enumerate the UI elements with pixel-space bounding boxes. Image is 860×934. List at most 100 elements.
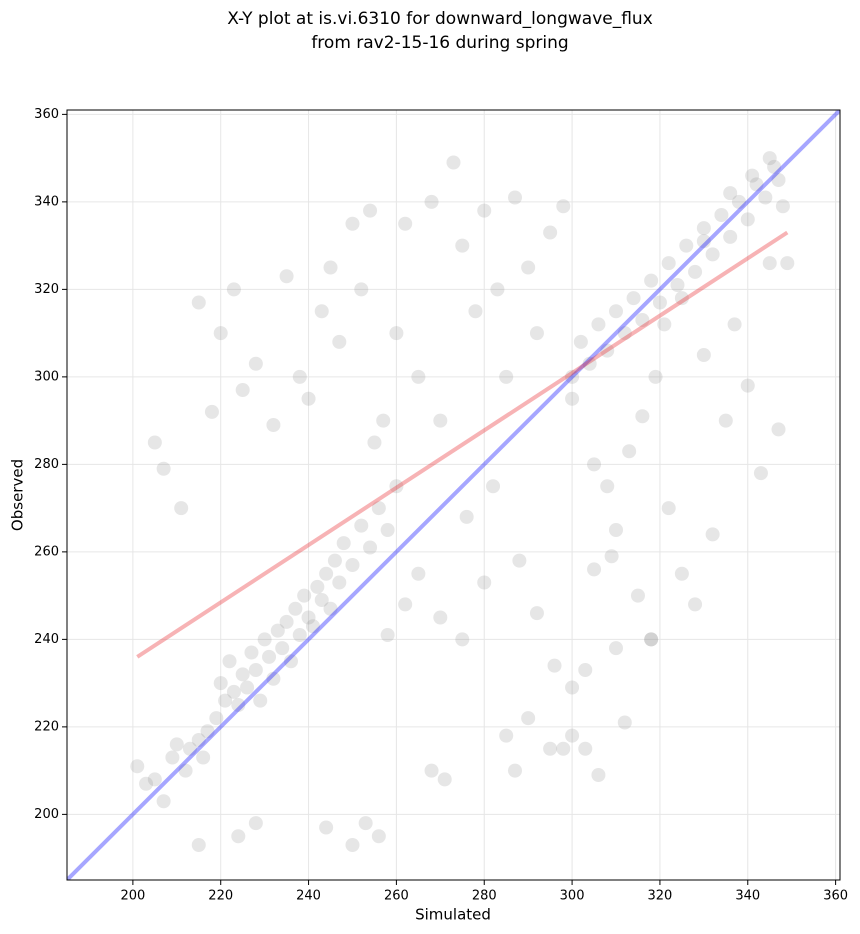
point (191, 295, 206, 310)
point (279, 614, 294, 629)
point (674, 291, 689, 306)
point (648, 369, 663, 384)
y-tick-label: 340 (34, 194, 59, 209)
point (740, 212, 755, 227)
point (635, 409, 650, 424)
point (582, 356, 597, 371)
point (609, 304, 624, 319)
fit-line (67, 110, 840, 880)
point (758, 190, 773, 205)
point (248, 356, 263, 371)
point (688, 597, 703, 612)
y-axis-label: Observed (9, 459, 27, 531)
point (529, 326, 544, 341)
point (679, 238, 694, 253)
point (591, 317, 606, 332)
point (529, 606, 544, 621)
point (745, 168, 760, 183)
point (565, 680, 580, 695)
point (705, 247, 720, 262)
point (705, 527, 720, 542)
point (740, 378, 755, 393)
point (319, 566, 334, 581)
point (336, 536, 351, 551)
x-tick-label: 320 (648, 889, 673, 904)
chart-title: X-Y plot at is.vi.6310 for downward_long… (227, 9, 653, 29)
point (507, 190, 522, 205)
point (727, 317, 742, 332)
point (753, 466, 768, 481)
point (354, 518, 369, 533)
point (380, 628, 395, 642)
point (323, 601, 338, 616)
y-tick-label: 240 (34, 632, 59, 647)
x-tick-label: 360 (823, 889, 848, 904)
point (139, 776, 154, 791)
point (547, 658, 562, 673)
point (543, 225, 558, 240)
point (424, 763, 439, 778)
point (191, 838, 206, 852)
point (455, 632, 470, 647)
point (253, 693, 268, 708)
point (305, 619, 320, 634)
point (644, 632, 659, 647)
x-tick-label: 240 (296, 889, 321, 904)
point (714, 208, 729, 222)
point (240, 680, 255, 695)
x-tick-label: 340 (735, 889, 760, 904)
point (477, 203, 492, 218)
point (358, 816, 373, 831)
point (543, 741, 558, 756)
point (332, 334, 347, 349)
point (644, 273, 659, 288)
point (556, 741, 571, 756)
point (262, 649, 277, 664)
point (345, 216, 360, 231)
point (661, 256, 676, 271)
point (718, 413, 733, 428)
point (213, 326, 228, 341)
point (323, 260, 338, 275)
point (156, 794, 171, 809)
y-tick-label: 220 (34, 719, 59, 734)
point (130, 759, 145, 774)
point (380, 523, 395, 537)
x-tick-label: 300 (560, 889, 585, 904)
point (578, 741, 593, 756)
point (622, 444, 637, 459)
point (723, 229, 738, 244)
point (292, 369, 307, 384)
point (578, 663, 593, 677)
point (771, 173, 786, 187)
point (266, 418, 281, 432)
point (178, 763, 193, 778)
x-tick-label: 260 (384, 889, 409, 904)
point (609, 641, 624, 656)
y-tick-label: 320 (34, 282, 59, 297)
point (780, 256, 795, 271)
point (147, 435, 162, 450)
point (182, 741, 197, 756)
point (644, 632, 659, 647)
point (371, 829, 386, 844)
point (455, 238, 470, 253)
point (652, 295, 667, 310)
point (248, 663, 263, 677)
point (762, 256, 777, 271)
point (327, 553, 342, 568)
point (222, 654, 237, 669)
point (283, 654, 298, 669)
point (674, 566, 689, 581)
point (196, 750, 211, 765)
point (604, 549, 619, 564)
point (319, 820, 334, 835)
point (477, 575, 492, 590)
point (446, 155, 461, 170)
point (521, 711, 536, 726)
point (288, 601, 303, 616)
point (609, 523, 624, 537)
point (244, 645, 259, 660)
point (200, 724, 215, 739)
